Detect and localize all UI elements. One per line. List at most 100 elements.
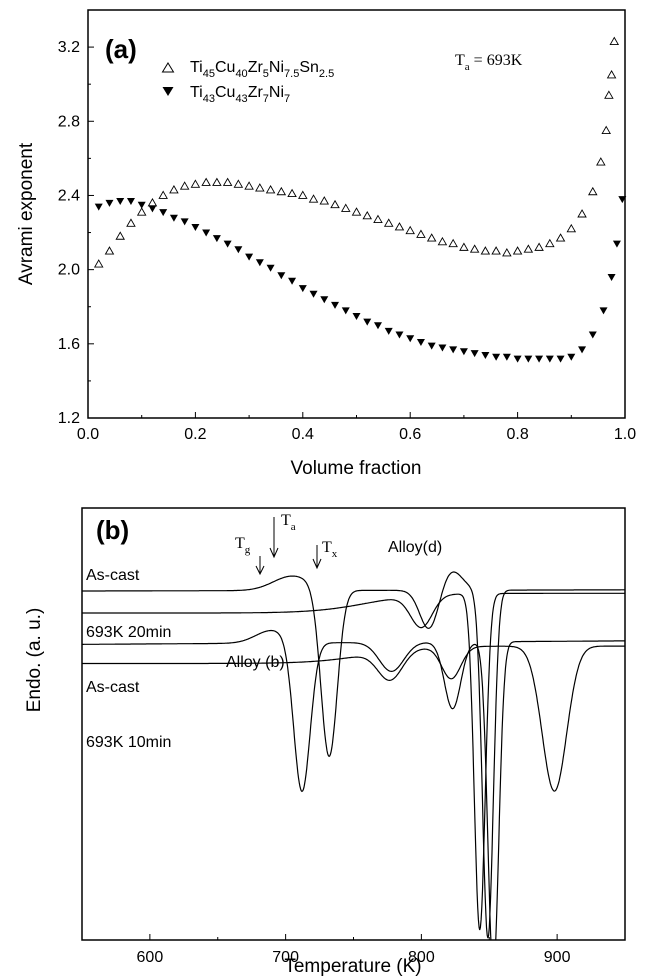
annotation-ta: Ta = 693K bbox=[455, 52, 523, 73]
data-point-series-1 bbox=[126, 218, 136, 227]
x-tick-label-a: 0.6 bbox=[399, 426, 421, 443]
data-point-series-1 bbox=[330, 199, 340, 209]
data-point-series-2 bbox=[373, 322, 382, 330]
data-point-series-2 bbox=[180, 218, 189, 226]
temperature-marker-tx: Tx bbox=[312, 539, 338, 570]
data-point-series-2 bbox=[137, 201, 146, 209]
panel-label-b: (b) bbox=[96, 515, 129, 545]
data-point-series-2 bbox=[545, 355, 554, 363]
temperature-marker-ta: Ta bbox=[269, 512, 296, 559]
data-point-series-2 bbox=[492, 353, 501, 361]
data-point-series-1 bbox=[545, 238, 555, 248]
data-point-series-2 bbox=[612, 240, 621, 248]
data-point-series-2 bbox=[449, 346, 458, 354]
data-point-series-2 bbox=[298, 285, 307, 293]
data-point-series-1 bbox=[416, 229, 426, 238]
ticks-b: 600 700 800 900 bbox=[137, 934, 571, 966]
data-point-series-2 bbox=[331, 301, 340, 309]
legend-a: Ti45Cu40Zr5Ni7.5Sn2.5 Ti43Cu43Zr7Ni7 bbox=[161, 59, 334, 105]
data-point-series-2 bbox=[309, 290, 318, 298]
data-point-series-2 bbox=[320, 296, 329, 304]
data-point-series-2 bbox=[406, 335, 415, 343]
data-point-series-1 bbox=[104, 246, 115, 255]
data-point-series-1 bbox=[491, 246, 501, 255]
curve-label-1: As-cast bbox=[86, 567, 140, 584]
data-point-series-1 bbox=[566, 223, 577, 233]
data-point-series-1 bbox=[351, 207, 362, 216]
data-point-series-2 bbox=[105, 199, 114, 207]
data-point-series-1 bbox=[523, 244, 534, 253]
data-point-series-2 bbox=[126, 198, 135, 206]
data-point-series-2 bbox=[94, 203, 103, 211]
legend-label-series-2: Ti43Cu43Zr7Ni7 bbox=[190, 84, 290, 105]
data-point-series-2 bbox=[384, 327, 393, 335]
data-point-series-2 bbox=[438, 344, 447, 352]
data-point-series-2 bbox=[416, 338, 425, 346]
data-point-series-1 bbox=[136, 207, 147, 216]
data-point-series-2 bbox=[212, 235, 221, 243]
data-point-series-2 bbox=[159, 209, 168, 217]
data-point-series-2 bbox=[169, 214, 178, 222]
data-point-series-2 bbox=[223, 240, 232, 248]
data-point-series-2 bbox=[607, 274, 616, 282]
data-point-series-1 bbox=[255, 183, 265, 192]
data-point-series-1 bbox=[448, 238, 458, 248]
data-point-series-2 bbox=[363, 318, 372, 326]
data-point-series-2 bbox=[395, 331, 404, 339]
x-tick-label-a: 0.8 bbox=[506, 426, 528, 443]
data-point-series-2 bbox=[481, 351, 490, 359]
tx-label: Tx bbox=[322, 539, 338, 560]
data-point-series-2 bbox=[556, 355, 565, 363]
data-point-series-1 bbox=[459, 242, 469, 251]
tg-label: Tg bbox=[235, 535, 251, 556]
data-point-series-1 bbox=[480, 246, 491, 255]
data-point-series-1 bbox=[383, 218, 394, 227]
data-point-series-1 bbox=[555, 233, 566, 242]
x-tick-label-b: 900 bbox=[544, 949, 571, 966]
data-point-series-1 bbox=[244, 181, 254, 190]
x-tick-label-b: 600 bbox=[137, 949, 164, 966]
data-point-series-1 bbox=[265, 184, 276, 194]
panel-a: 0.0 0.2 0.4 0.6 0.8 1.0 1.2 1.6 2.0 2.4 2.8 3.2 (a)… bbox=[16, 9, 636, 479]
data-point-series-1 bbox=[287, 188, 297, 198]
data-point-series-2 bbox=[427, 342, 436, 350]
data-point-series-1 bbox=[222, 177, 233, 186]
y-tick-label-a: 2.0 bbox=[58, 262, 80, 279]
data-point-series-1 bbox=[502, 248, 512, 257]
x-tick-label-b: 700 bbox=[272, 949, 299, 966]
data-point-series-1 bbox=[362, 210, 373, 220]
data-point-series-2 bbox=[245, 253, 254, 261]
ta-label: Ta bbox=[281, 512, 296, 533]
data-point-series-2 bbox=[255, 259, 264, 267]
data-point-series-1 bbox=[588, 186, 598, 196]
data-point-series-1 bbox=[512, 246, 523, 255]
y-tick-label-a: 1.2 bbox=[58, 410, 80, 427]
temperature-marker-tg: Tg bbox=[235, 535, 265, 576]
data-point-series-2 bbox=[459, 348, 468, 356]
data-point-series-2 bbox=[502, 353, 511, 361]
data-point-series-2 bbox=[341, 307, 350, 315]
data-point-series-1 bbox=[115, 231, 125, 240]
group-label-alloy-d: Alloy(d) bbox=[388, 539, 442, 556]
data-point-series-2 bbox=[202, 229, 211, 237]
data-point-series-2 bbox=[588, 331, 597, 339]
panel-label-a: (a) bbox=[105, 34, 137, 64]
y-tick-label-a: 1.6 bbox=[58, 336, 80, 353]
data-point-series-1 bbox=[276, 186, 287, 196]
legend-label-series-1: Ti45Cu40Zr5Ni7.5Sn2.5 bbox=[190, 59, 334, 80]
x-axis-title-b: Temperature (K) bbox=[284, 956, 421, 977]
curve-label-3: As-cast bbox=[86, 679, 140, 696]
curve-label-4: 693K 10min bbox=[86, 734, 171, 751]
x-axis-title-a: Volume fraction bbox=[291, 458, 422, 479]
plot-frame-b bbox=[81, 507, 626, 941]
x-tick-label-a: 0.4 bbox=[292, 426, 314, 443]
dsc-curve-1 bbox=[82, 571, 625, 939]
data-point-series-2 bbox=[191, 223, 200, 231]
tx-arrow bbox=[312, 545, 322, 570]
x-tick-label-a: 1.0 bbox=[614, 426, 636, 443]
data-point-series-1 bbox=[469, 244, 480, 253]
data-point-series-2 bbox=[567, 353, 576, 361]
data-point-series-2 bbox=[513, 355, 522, 363]
y-axis-title-a: Avrami exponent bbox=[16, 142, 37, 285]
data-point-series-2 bbox=[578, 346, 587, 354]
